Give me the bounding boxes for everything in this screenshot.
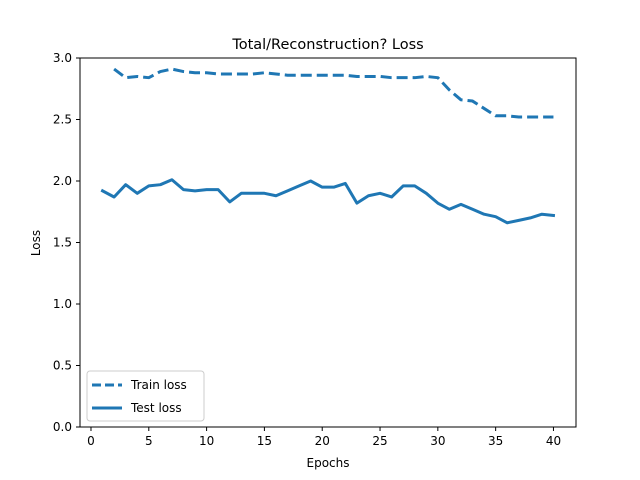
x-tick-label: 20	[315, 434, 330, 448]
y-tick-label: 3.0	[53, 51, 72, 65]
legend-label-2: Test loss	[130, 401, 182, 415]
y-tick-label: 1.0	[53, 297, 72, 311]
x-axis-label: Epochs	[307, 456, 350, 470]
y-tick-label: 2.0	[53, 174, 72, 188]
chart-title: Total/Reconstruction? Loss	[231, 37, 423, 53]
series-line-2	[100, 178, 556, 225]
y-tick-label: 0.5	[53, 359, 72, 373]
x-tick-label: 0	[87, 434, 95, 448]
x-tick-label: 30	[430, 434, 445, 448]
series-layer	[100, 67, 556, 225]
y-axis-label: Loss	[29, 230, 43, 256]
x-tick-label: 15	[257, 434, 272, 448]
legend: Train loss Test loss	[86, 370, 205, 422]
y-tick-label: 1.5	[53, 236, 72, 250]
x-tick-label: 5	[145, 434, 153, 448]
x-tick-label: 10	[199, 434, 214, 448]
x-tick-label: 25	[372, 434, 387, 448]
legend-label-1: Train loss	[130, 378, 187, 392]
series-line-1	[113, 67, 554, 119]
x-tick-label: 40	[546, 434, 561, 448]
y-tick-label: 2.5	[53, 113, 72, 127]
y-tick-label: 0.0	[53, 420, 72, 434]
x-tick-label: 35	[488, 434, 503, 448]
axes-layer: 0 5 10 15 20 25 30 35 40 0.0 0.5 1.0 1.5 2.0 2.5 3.0	[53, 51, 577, 448]
